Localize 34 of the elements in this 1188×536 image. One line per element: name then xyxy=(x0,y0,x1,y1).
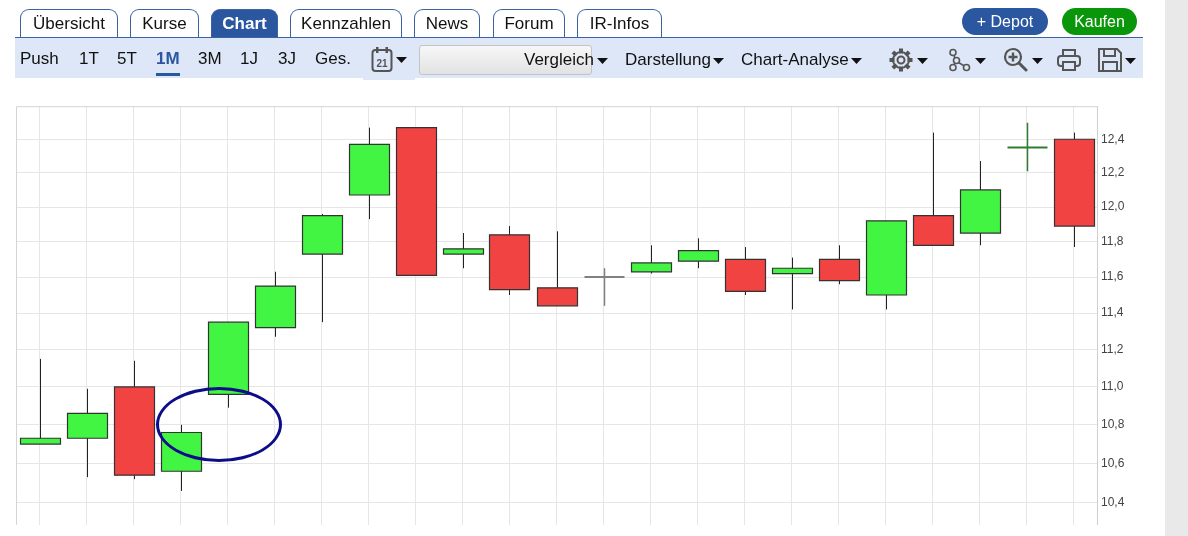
candlestick xyxy=(1006,121,1049,172)
button[interactable]: + Depot xyxy=(962,8,1048,35)
text: 3J xyxy=(278,49,296,69)
y-tick-label: 11,6 xyxy=(1101,269,1124,284)
text: 1J xyxy=(240,49,258,69)
tab[interactable]: Kennzahlen xyxy=(290,9,402,38)
calendar-icon: 21 xyxy=(371,46,393,73)
y-tick-label: 10,8 xyxy=(1101,417,1125,432)
tab[interactable]: Übersicht xyxy=(20,9,118,38)
text: 3M xyxy=(198,49,222,69)
y-tick-label: 11,4 xyxy=(1101,305,1124,320)
button[interactable]: Kaufen xyxy=(1062,8,1137,35)
y-tick-label: 11,8 xyxy=(1101,234,1124,249)
y-tick-label: 12,2 xyxy=(1101,165,1125,180)
text: Darstellung xyxy=(625,50,711,70)
text: 5T xyxy=(117,49,137,69)
tab[interactable]: Chart xyxy=(211,9,278,38)
text: Push xyxy=(20,49,59,69)
y-tick-label: 10,6 xyxy=(1101,455,1125,470)
y-tick-label: 12,4 xyxy=(1101,131,1125,146)
tab[interactable]: News xyxy=(414,9,480,38)
text: Vergleich xyxy=(524,50,594,70)
y-tick-label: 10,4 xyxy=(1101,495,1125,510)
tab[interactable]: Kurse xyxy=(130,9,199,38)
candlestick xyxy=(583,267,626,307)
text: 1T xyxy=(79,49,99,69)
tab[interactable]: IR-Infos xyxy=(577,9,662,38)
y-tick-label: 11,0 xyxy=(1101,379,1124,394)
text: Ges. xyxy=(315,49,351,69)
y-tick-label: 11,2 xyxy=(1101,341,1124,356)
y-tick-label: 12,0 xyxy=(1101,199,1125,214)
text: Chart-Analyse xyxy=(741,50,849,70)
tab[interactable]: Forum xyxy=(493,9,565,38)
text: 1M xyxy=(156,49,180,76)
